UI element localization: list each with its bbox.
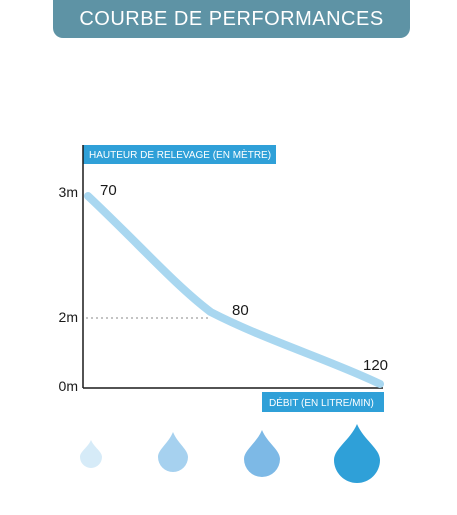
data-label-70: 70 [100,182,117,199]
chart-title-banner: COURBE DE PERFORMANCES [53,0,410,38]
y-tick-label-0m: 0m [59,378,78,394]
y-axis-label: HAUTEUR DE RELEVAGE (EN MÈTRE) [89,148,271,161]
drop-medium-icon [158,432,188,472]
drop-xlarge-icon [334,424,380,483]
y-tick-label-2m: 2m [59,309,78,325]
water-drop-icons [80,424,380,483]
y-axis-label-box [83,145,276,164]
y-tick-label-3m: 3m [59,184,78,200]
x-axis-label-box [262,392,384,412]
drop-large-icon [244,430,280,477]
chart-title: COURBE DE PERFORMANCES [79,7,384,30]
drop-small-icon [80,440,102,468]
data-label-80: 80 [232,302,249,319]
performance-curve [84,192,384,388]
x-axis-label: DÉBIT (EN LITRE/MIN) [269,396,374,409]
data-label-120: 120 [363,357,388,374]
